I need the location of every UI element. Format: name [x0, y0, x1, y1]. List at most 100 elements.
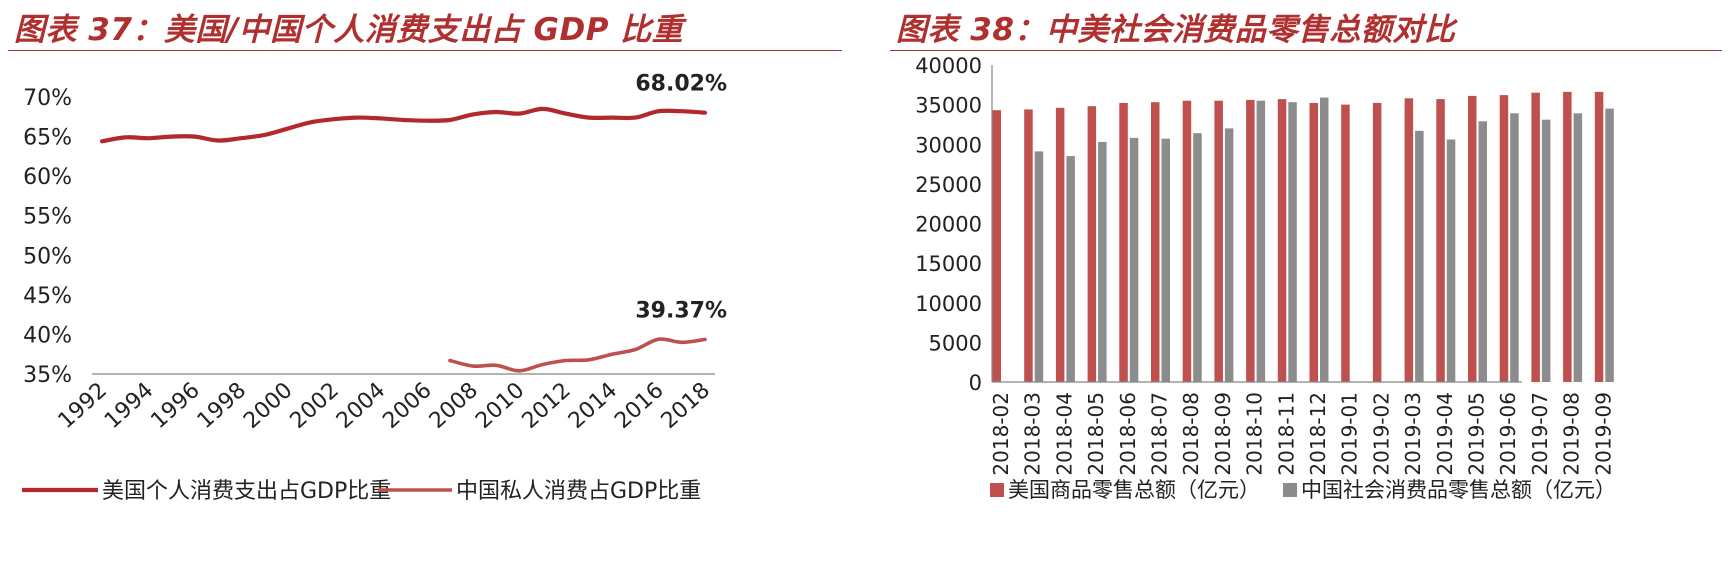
series-line-1 [99, 106, 708, 144]
bar-us [1468, 95, 1477, 383]
y-tick-label: 35000 [915, 94, 982, 118]
bar-cn [1415, 130, 1424, 382]
x-tick-label: 2018-06 [1116, 392, 1140, 476]
x-tick-label: 2002 [286, 378, 344, 434]
bar-cn [1098, 141, 1107, 382]
bar-us [1372, 103, 1382, 382]
bar-cn [1034, 151, 1044, 382]
x-tick-label: 2018-12 [1306, 392, 1330, 476]
x-tick-label: 2019-01 [1338, 392, 1362, 476]
bar-cn [1446, 139, 1456, 382]
bar-cn [1320, 97, 1329, 382]
bar-us [1151, 102, 1160, 382]
left-chart-title: 图表 37：美国/中国个人消费支出占 GDP 比重 [14, 12, 684, 48]
x-tick-label: 2008 [425, 378, 483, 434]
y-tick-label: 55% [23, 205, 72, 230]
line-chart: 70%65%60%55%50%45%40%35%1992199419961998… [22, 72, 727, 504]
x-tick-label: 2018-02 [989, 392, 1013, 476]
bar-cn [1193, 133, 1202, 382]
x-tick-label: 2019-04 [1433, 392, 1457, 476]
x-tick-label: 2018-11 [1274, 392, 1298, 476]
y-tick-label: 65% [23, 126, 72, 151]
bar-us [1277, 99, 1287, 382]
bar-us [1531, 92, 1540, 382]
x-tick-label: 2018-09 [1211, 392, 1235, 476]
bar-us [992, 110, 1001, 382]
legend-label-1: 美国商品零售总额（亿元） [1008, 478, 1260, 502]
bar-us [1055, 107, 1065, 383]
x-tick-label: 2019-07 [1528, 392, 1552, 476]
y-tick-label: 70% [23, 86, 72, 111]
y-tick-label: 10000 [915, 292, 982, 316]
legend-label-2: 中国社会消费品零售总额（亿元） [1301, 478, 1616, 502]
bar-us [1563, 91, 1572, 383]
left-chart-panel: 图表 37：美国/中国个人消费支出占 GDP 比重 70% 65% 60% 55% 50… [0, 0, 850, 568]
bar-cn [1541, 119, 1551, 382]
y-tick-label: 0 [969, 371, 982, 395]
bar-cn [1066, 156, 1075, 382]
x-tick-label: 2012 [518, 378, 576, 434]
bar-us [1119, 103, 1128, 382]
bar-us [1024, 109, 1033, 383]
legend-label-1: 美国个人消费支出占GDP比重 [102, 479, 391, 504]
x-tick-label: 1998 [193, 378, 251, 434]
bar-cn [1573, 113, 1583, 383]
bar-cn [1224, 128, 1234, 382]
y-tick-label: 45% [23, 284, 72, 309]
bar-us [1341, 104, 1350, 382]
x-tick-label: 2014 [564, 378, 622, 434]
right-chart-title: 图表 38：中美社会消费品零售总额对比 [896, 12, 1456, 48]
bar-us [1436, 99, 1445, 382]
x-tick-label: 2018 [657, 378, 715, 434]
x-tick-label: 2019-09 [1591, 392, 1615, 476]
y-tick-label: 40% [23, 323, 72, 348]
series-line-2 [448, 337, 707, 373]
y-tick-label: 25000 [915, 173, 982, 197]
y-tick-label: 40000 [915, 54, 982, 78]
y-tick-label: 35% [23, 363, 72, 388]
bar-us [1499, 95, 1509, 382]
bar-us [1214, 100, 1223, 382]
bar-us [1404, 98, 1414, 383]
bar-cn [1161, 138, 1170, 382]
x-tick-label: 2006 [378, 378, 436, 434]
series-end-label-1: 68.02% [635, 72, 727, 97]
bar-cn [1129, 137, 1139, 382]
series-end-label-2: 39.37% [635, 298, 727, 323]
x-tick-label: 2019-08 [1560, 392, 1584, 476]
bar-us [1309, 103, 1318, 382]
legend-swatch-1 [990, 483, 1004, 497]
x-tick-label: 2018-03 [1021, 392, 1045, 476]
right-title-rule [890, 50, 1722, 51]
x-tick-label: 2019-05 [1465, 392, 1489, 476]
y-tick-label: 30000 [915, 133, 982, 157]
x-tick-label: 2010 [471, 378, 529, 434]
x-tick-label: 1996 [146, 378, 204, 434]
x-tick-label: 2018-05 [1084, 392, 1108, 476]
x-tick-label: 2004 [332, 378, 390, 434]
left-title-rule [8, 50, 842, 51]
bar-cn [1256, 100, 1266, 382]
x-tick-label: 2019-06 [1496, 392, 1520, 476]
y-tick-label: 20000 [915, 213, 982, 237]
bar-cn [1288, 102, 1297, 382]
bar-us [1594, 91, 1604, 383]
bar-us [1087, 106, 1097, 382]
x-tick-label: 2018-10 [1243, 392, 1267, 476]
y-tick-label: 5000 [929, 331, 982, 355]
bar-us [1246, 99, 1255, 383]
legend-label-2: 中国私人消费占GDP比重 [456, 479, 701, 504]
x-tick-label: 2019-03 [1401, 392, 1425, 476]
y-tick-label: 50% [23, 244, 72, 269]
x-tick-label: 1994 [100, 378, 158, 434]
bar-chart: 40000 35000 30000 25000 20000 15000 10000 5000 0… [915, 54, 1616, 502]
legend-swatch-2 [1283, 483, 1297, 497]
right-chart-panel: 图表 38：中美社会消费品零售总额对比 40000 35000 30000 25000… [882, 0, 1730, 568]
x-tick-label: 2016 [610, 378, 668, 434]
bar-cn [1478, 121, 1487, 383]
bar-cn [1605, 108, 1614, 382]
x-tick-label: 2019-02 [1369, 392, 1393, 476]
y-tick-label: 15000 [915, 252, 982, 276]
x-tick-label: 2000 [239, 378, 297, 434]
x-tick-label: 2018-08 [1179, 392, 1203, 476]
